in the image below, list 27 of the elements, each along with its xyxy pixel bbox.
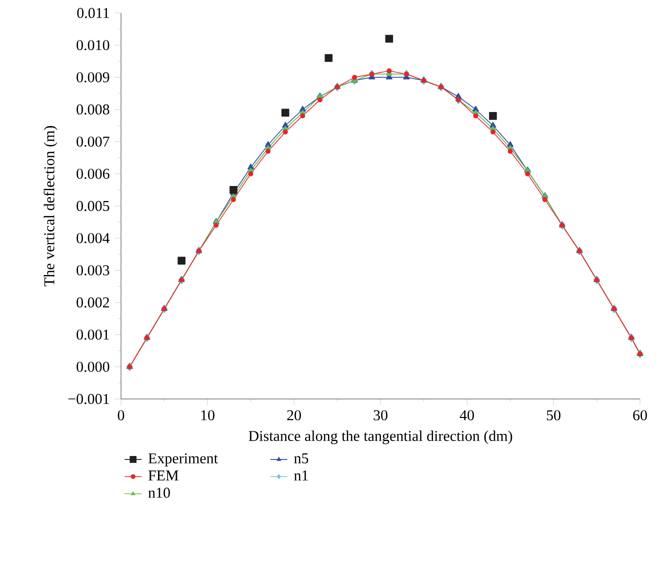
y-tick-label: −0.001 bbox=[68, 394, 109, 404]
x-tick-label: 50 bbox=[546, 410, 560, 420]
x-tick-label: 0 bbox=[118, 410, 124, 420]
x-axis-title: Distance along the tangential direction (dm) bbox=[248, 430, 512, 444]
x-tick-label: 40 bbox=[460, 410, 474, 420]
x-tick-label: 60 bbox=[633, 410, 647, 420]
y-tick-label: 0.011 bbox=[77, 8, 109, 18]
y-tick-label: 0.007 bbox=[76, 136, 110, 147]
legend-label: FEM bbox=[148, 470, 178, 480]
y-tick-label: 0.005 bbox=[76, 200, 110, 212]
y-tick-label: 0.003 bbox=[76, 265, 110, 276]
legend-label: n1 bbox=[294, 470, 308, 480]
y-tick-label: 0.004 bbox=[76, 233, 110, 244]
y-axis-title: The vertical deflection (m) bbox=[44, 126, 58, 286]
legend-label: n10 bbox=[148, 488, 170, 498]
y-tick-label: 0.008 bbox=[76, 104, 110, 115]
y-tick-label: 0.002 bbox=[76, 297, 109, 308]
legend-label: n5 bbox=[294, 453, 308, 464]
y-tick-label: 0.001 bbox=[76, 330, 109, 340]
x-tick-label: 10 bbox=[201, 410, 214, 420]
y-tick-label: 0.000 bbox=[76, 362, 110, 372]
y-tick-label: 0.009 bbox=[76, 72, 110, 82]
legend-label: Experiment bbox=[148, 453, 218, 466]
x-tick-label: 20 bbox=[287, 410, 301, 420]
y-tick-label: 0.006 bbox=[76, 168, 110, 179]
y-tick-label: 0.010 bbox=[76, 40, 110, 50]
x-tick-label: 30 bbox=[374, 410, 388, 420]
